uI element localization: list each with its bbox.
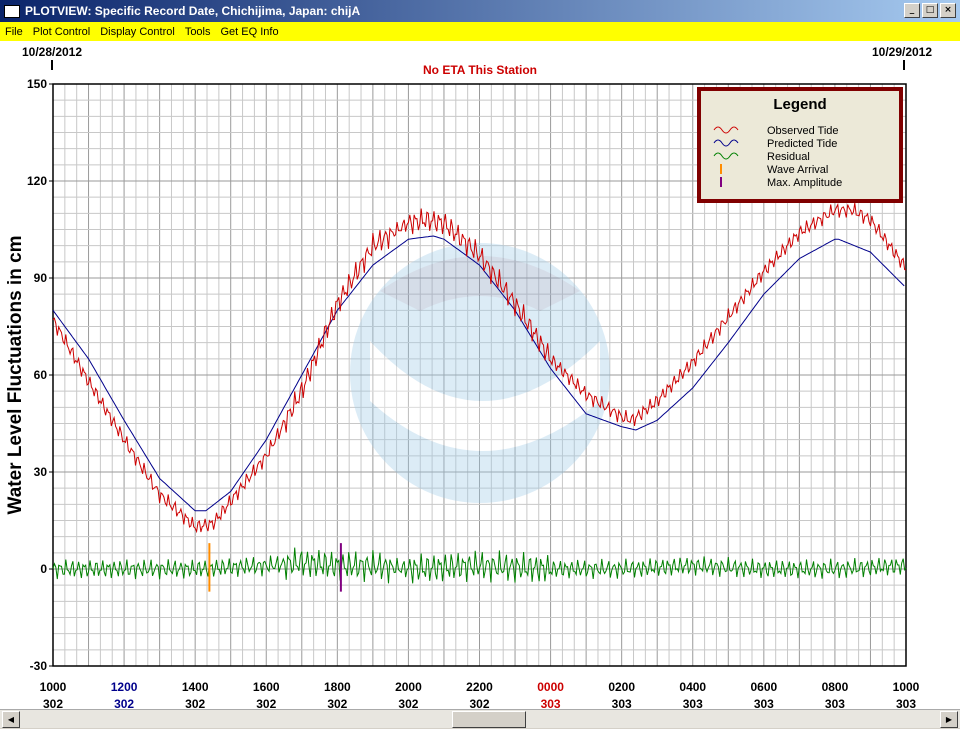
legend-entry: Residual xyxy=(767,151,810,163)
residual-line xyxy=(52,547,907,584)
x-tick-label-day: 303 xyxy=(896,697,916,709)
minimize-button[interactable]: _ xyxy=(904,3,920,18)
y-tick-label: 60 xyxy=(34,368,48,382)
date-left-label: 10/28/2012 xyxy=(22,45,82,59)
x-tick-label-day: 302 xyxy=(327,697,347,709)
x-tick-label-day: 302 xyxy=(114,697,134,709)
x-tick-label-day: 302 xyxy=(185,697,205,709)
x-tick-label-time: 0000 xyxy=(537,680,564,694)
tide-chart: 150 120 90 60 30 0 -30 1000 302 1200 302 1400 302 160… xyxy=(5,45,932,711)
x-tick-label-day: 303 xyxy=(754,697,774,709)
scroll-thumb[interactable] xyxy=(452,711,526,728)
chart-title: No ETA This Station xyxy=(423,63,537,77)
menu-display-control[interactable]: Display Control xyxy=(100,25,175,38)
x-tick-label-time: 1400 xyxy=(182,680,209,694)
x-tick-label-day: 302 xyxy=(43,697,63,709)
y-tick-label: 120 xyxy=(27,174,47,188)
y-axis-label: Water Level Fluctuations in cm xyxy=(5,235,26,514)
x-tick-label-day: 303 xyxy=(541,697,561,709)
x-tick-label-time: 2000 xyxy=(395,680,422,694)
legend-swatch xyxy=(713,139,739,147)
observed-tide-line xyxy=(52,202,907,534)
x-tick-label-time: 2200 xyxy=(466,680,493,694)
menu-tools[interactable]: Tools xyxy=(184,25,211,38)
date-right-label: 10/29/2012 xyxy=(872,45,932,59)
horizontal-scrollbar[interactable]: ◀ ▶ xyxy=(0,709,960,728)
menu-plot-control[interactable]: Plot Control xyxy=(32,25,91,38)
x-tick-label-time: 0400 xyxy=(679,680,706,694)
x-tick-label-day: 303 xyxy=(825,697,845,709)
legend-title: Legend xyxy=(773,96,826,113)
x-tick-label-time: 1200 xyxy=(111,680,138,694)
title-bar: PLOTVIEW: Specific Record Date, Chichiji… xyxy=(0,0,960,22)
window-title: PLOTVIEW: Specific Record Date, Chichiji… xyxy=(25,4,361,18)
x-tick-label-day: 302 xyxy=(256,697,276,709)
legend-swatch xyxy=(713,152,739,160)
y-tick-label: -30 xyxy=(30,659,48,673)
y-tick-label: 150 xyxy=(27,77,47,91)
legend-box xyxy=(697,87,903,203)
x-tick-label-day: 303 xyxy=(683,697,703,709)
menu-get-eq-info[interactable]: Get EQ Info xyxy=(220,25,279,38)
menu-file[interactable]: File xyxy=(5,25,23,38)
x-tick-label-time: 1600 xyxy=(253,680,280,694)
menu-bar: File Plot Control Display Control Tools … xyxy=(0,22,960,41)
plot-area: 150 120 90 60 30 0 -30 1000 302 1200 302 1400 302 160… xyxy=(0,41,960,711)
noaa-logo-watermark xyxy=(350,243,610,503)
legend-entry: Max. Amplitude xyxy=(767,177,842,189)
legend-entry: Predicted Tide xyxy=(767,138,837,150)
legend-entry: Wave Arrival xyxy=(767,164,828,176)
predicted-tide-line xyxy=(52,235,905,512)
scroll-right-button[interactable]: ▶ xyxy=(940,711,958,728)
y-tick-label: 90 xyxy=(34,271,48,285)
x-tick-label-day: 302 xyxy=(469,697,489,709)
x-tick-label-time: 0800 xyxy=(822,680,849,694)
x-tick-label-time: 1000 xyxy=(893,680,920,694)
y-tick-label: 30 xyxy=(34,465,48,479)
y-tick-label: 0 xyxy=(40,562,47,576)
app-icon xyxy=(4,4,20,18)
x-tick-label-day: 302 xyxy=(398,697,418,709)
x-tick-label-time: 0600 xyxy=(750,680,777,694)
x-tick-label-time: 0200 xyxy=(608,680,635,694)
x-tick-label-time: 1800 xyxy=(324,680,351,694)
close-button[interactable]: × xyxy=(940,3,956,18)
maximize-button[interactable]: □ xyxy=(922,3,938,18)
legend-entry: Observed Tide xyxy=(767,125,839,137)
x-tick-label-day: 303 xyxy=(612,697,632,709)
legend-swatch xyxy=(713,126,739,134)
x-tick-label-time: 1000 xyxy=(40,680,67,694)
scroll-left-button[interactable]: ◀ xyxy=(2,711,20,728)
